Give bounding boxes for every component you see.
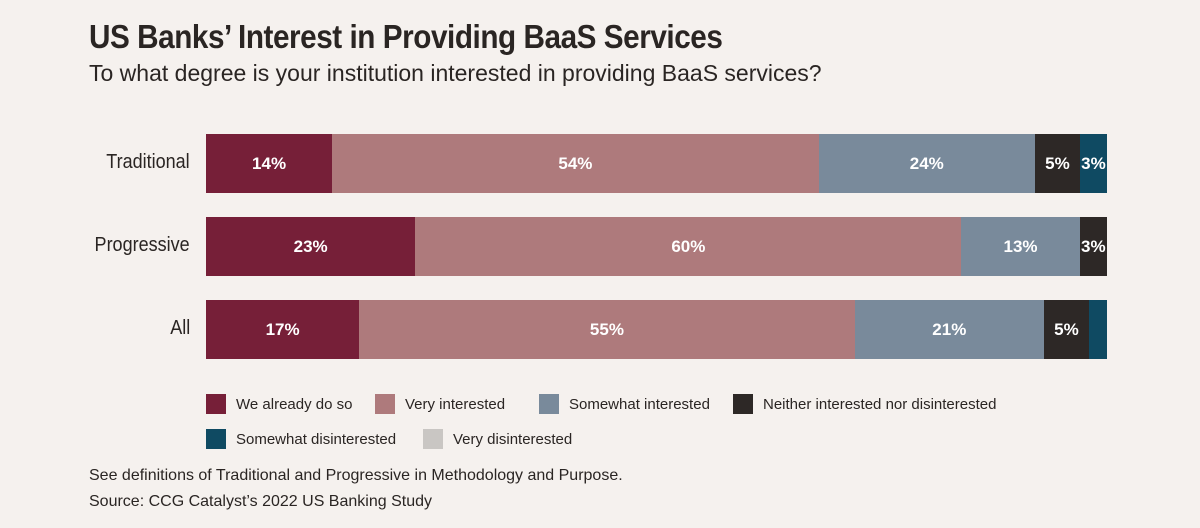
legend-swatch	[375, 394, 395, 414]
chart-title: US Banks’ Interest in Providing BaaS Ser…	[89, 18, 723, 55]
legend-item: Somewhat disinterested	[206, 429, 396, 449]
category-label: Traditional	[106, 151, 190, 173]
bar-segment: 17%	[206, 300, 360, 359]
bar-segment	[1088, 300, 1107, 359]
legend-label: We already do so	[236, 395, 353, 413]
legend-label: Somewhat interested	[569, 395, 710, 413]
legend-item: Somewhat interested	[539, 394, 710, 414]
legend-swatch	[206, 429, 226, 449]
bar-segment: 14%	[206, 134, 333, 193]
legend-swatch	[539, 394, 559, 414]
legend-label: Somewhat disinterested	[236, 430, 397, 448]
category-label: Progressive	[94, 234, 190, 256]
legend-item: Very disinterested	[423, 429, 572, 449]
bar-segment: 54%	[332, 134, 819, 193]
legend-item: We already do so	[206, 394, 352, 414]
legend-swatch	[733, 394, 753, 414]
bar-segment: 23%	[206, 217, 416, 276]
definitions-note: See definitions of Traditional and Progr…	[89, 467, 623, 484]
bar-row-traditional: 14% 54% 24% 5% 3%	[206, 134, 1107, 193]
bar-row-progressive: 23% 60% 13% 3%	[206, 217, 1107, 276]
bar-segment: 3%	[1079, 134, 1107, 193]
category-label: All	[169, 317, 190, 339]
bar-segment: 55%	[359, 300, 855, 359]
bar-segment: 21%	[854, 300, 1044, 359]
bar-row-all: 17% 55% 21% 5%	[206, 300, 1107, 359]
bar-segment: 3%	[1079, 217, 1107, 276]
legend-item: Very interested	[375, 394, 505, 414]
source-note: Source: CCG Catalyst’s 2022 US Banking S…	[89, 493, 432, 510]
bar-segment: 24%	[818, 134, 1035, 193]
legend-label: Very interested	[405, 395, 506, 413]
bar-segment: 5%	[1034, 134, 1080, 193]
chart-subtitle: To what degree is your institution inter…	[89, 60, 822, 86]
bar-segment: 13%	[961, 217, 1080, 276]
legend-item: Neither interested nor disinterested	[733, 394, 996, 414]
legend-swatch	[423, 429, 443, 449]
legend-swatch	[206, 394, 226, 414]
bar-segment: 5%	[1043, 300, 1089, 359]
legend-label: Neither interested nor disinterested	[763, 395, 997, 413]
legend-label: Very disinterested	[453, 430, 573, 448]
bar-segment: 60%	[415, 217, 962, 276]
